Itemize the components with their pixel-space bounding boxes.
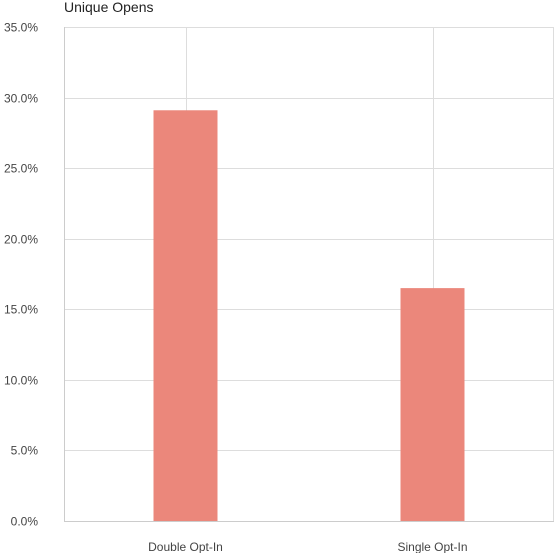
x-tick-label: Single Opt-In	[397, 540, 467, 553]
y-tick-label: 25.0%	[4, 162, 38, 176]
bar	[153, 110, 218, 521]
y-tick-label: 20.0%	[4, 233, 38, 247]
y-tick-label: 5.0%	[11, 444, 39, 458]
y-tick-label: 35.0%	[4, 21, 38, 35]
y-tick-label: 0.0%	[11, 515, 39, 529]
chart-title: Unique Opens	[64, 0, 154, 15]
y-axis-ticks: 0.0% 5.0% 10.0% 15.0% 20.0% 25.0% 30.0% 35.0%	[4, 21, 38, 529]
grid	[64, 27, 554, 522]
x-tick-label: Double Opt-In	[148, 540, 223, 553]
bar	[400, 288, 465, 521]
y-tick-label: 10.0%	[4, 374, 38, 388]
bars	[153, 110, 465, 521]
x-axis-ticks: Double Opt-In Single Opt-In	[148, 540, 467, 554]
y-tick-label: 15.0%	[4, 303, 38, 317]
y-tick-label: 30.0%	[4, 92, 38, 106]
